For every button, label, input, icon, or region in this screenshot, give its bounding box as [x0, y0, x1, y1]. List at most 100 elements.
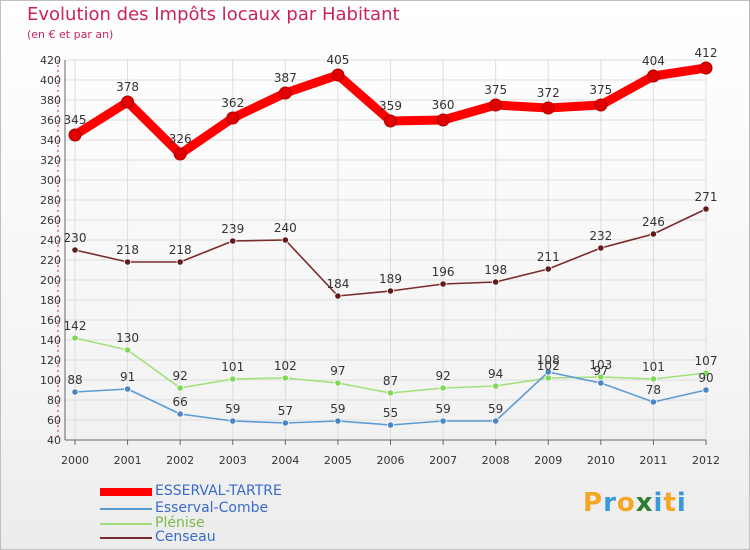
- chart-title: Evolution des Impôts locaux par Habitant: [27, 4, 400, 25]
- data-label: 59: [435, 402, 450, 416]
- data-point: [544, 368, 552, 376]
- data-point: [492, 417, 500, 425]
- y-tick-label: 120: [40, 354, 61, 367]
- proxiti-logo: Proxiti: [583, 488, 687, 518]
- data-point: [176, 410, 184, 418]
- data-point: [649, 398, 658, 406]
- data-point: [123, 258, 132, 266]
- data-label: 66: [173, 395, 188, 409]
- legend-label: Censeau: [155, 529, 216, 545]
- legend-label: Plénise: [155, 515, 205, 531]
- data-label: 94: [488, 367, 503, 381]
- data-label: 91: [120, 370, 135, 384]
- data-label: 57: [278, 404, 293, 418]
- y-tick-label: 340: [40, 134, 61, 147]
- legend-swatch: [100, 523, 152, 525]
- y-tick-label: 180: [40, 294, 61, 307]
- data-point: [229, 237, 237, 245]
- data-label: 101: [642, 360, 665, 374]
- y-tick-label: 400: [40, 74, 61, 87]
- data-label: 326: [169, 132, 192, 146]
- data-point: [702, 205, 710, 213]
- data-label: 142: [64, 319, 87, 333]
- x-tick-label: 2008: [482, 454, 510, 467]
- legend-swatch: [100, 508, 152, 510]
- data-point: [386, 287, 395, 295]
- y-tick-label: 300: [40, 174, 61, 187]
- data-point: [229, 417, 237, 425]
- data-label: 359: [379, 99, 402, 113]
- data-point: [334, 292, 342, 300]
- data-label: 59: [330, 402, 345, 416]
- x-tick-label: 2007: [429, 454, 457, 467]
- data-label: 59: [488, 402, 503, 416]
- logo-letter: P: [583, 488, 604, 518]
- data-point: [702, 369, 710, 377]
- data-point: [176, 258, 184, 266]
- data-label: 240: [274, 221, 297, 235]
- data-label: 375: [484, 83, 507, 97]
- data-point: [226, 111, 240, 125]
- logo-letter: r: [603, 488, 617, 518]
- data-point: [281, 374, 289, 382]
- data-point: [281, 236, 289, 244]
- data-point: [699, 61, 713, 75]
- data-label: 372: [537, 86, 560, 100]
- y-tick-label: 80: [47, 394, 61, 407]
- data-label: 184: [326, 277, 349, 291]
- axes: 40 60 80 100 120 140 160 180 200 220 240 260 280 300 3…: [40, 54, 720, 467]
- data-point: [439, 417, 447, 425]
- data-point: [331, 68, 345, 82]
- data-point: [646, 69, 660, 83]
- logo-letter: o: [616, 488, 636, 518]
- data-label: 130: [116, 331, 139, 345]
- data-label: 92: [435, 369, 450, 383]
- x-tick-label: 2012: [692, 454, 720, 467]
- chart-subtitle: (en € et par an): [27, 28, 114, 41]
- data-label: 103: [589, 358, 612, 372]
- x-tick-label: 2001: [114, 454, 142, 467]
- logo-letter: x: [635, 488, 654, 518]
- data-label: 55: [383, 406, 398, 420]
- data-point: [334, 417, 342, 425]
- data-point: [123, 346, 132, 354]
- data-point: [123, 385, 132, 393]
- y-tick-label: 240: [40, 234, 61, 247]
- data-point: [649, 230, 658, 238]
- legend-label: Esserval-Combe: [155, 500, 269, 516]
- x-tick-label: 2002: [166, 454, 194, 467]
- series-lines: [68, 61, 713, 429]
- y-tick-label: 280: [40, 194, 61, 207]
- data-point: [544, 374, 552, 382]
- data-label: 230: [64, 231, 87, 245]
- legend-swatch: [100, 488, 152, 496]
- data-point: [386, 421, 395, 429]
- data-label: 102: [537, 359, 560, 373]
- y-tick-label: 360: [40, 114, 61, 127]
- data-label: 345: [64, 113, 87, 127]
- data-point: [384, 114, 397, 128]
- x-tick-label: 2003: [219, 454, 247, 467]
- data-label: 211: [537, 250, 560, 264]
- data-point: [121, 95, 135, 109]
- logo-letter: i: [676, 488, 687, 518]
- data-label: 232: [589, 229, 612, 243]
- data-label: 218: [169, 243, 192, 257]
- data-label: 412: [695, 46, 718, 60]
- data-point: [597, 244, 605, 252]
- legend-swatch: [100, 537, 152, 539]
- y-tick-label: 40: [47, 434, 61, 447]
- data-label: 102: [274, 359, 297, 373]
- data-label: 78: [646, 383, 661, 397]
- logo-letter: t: [663, 488, 677, 518]
- y-tick-label: 140: [40, 334, 61, 347]
- data-label: 90: [698, 371, 713, 385]
- y-tick-label: 200: [40, 274, 61, 287]
- data-label: 97: [593, 364, 608, 378]
- data-point: [544, 265, 552, 273]
- data-point: [334, 379, 342, 387]
- data-point: [281, 419, 289, 427]
- data-label: 101: [221, 360, 244, 374]
- data-label: 387: [274, 71, 297, 85]
